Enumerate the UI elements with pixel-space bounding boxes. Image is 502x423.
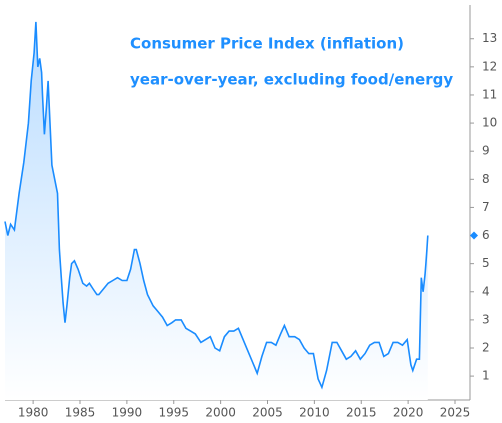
x-tick-label: 1980 xyxy=(18,406,49,420)
y-tick-label: 13 xyxy=(482,31,497,45)
y-tick-label: 5 xyxy=(482,256,490,270)
y-tick-label: 12 xyxy=(482,59,497,73)
y-tick-label: 9 xyxy=(482,144,490,158)
chart-subtitle: year-over-year, excluding food/energy xyxy=(130,71,453,89)
x-tick-label: 2025 xyxy=(440,406,471,420)
x-tick-label: 2020 xyxy=(393,406,424,420)
y-tick-label: 1 xyxy=(482,369,490,383)
x-tick-label: 2005 xyxy=(252,406,283,420)
y-tick-label: 3 xyxy=(482,312,490,326)
y-tick-label: 7 xyxy=(482,200,490,214)
y-tick-label: 2 xyxy=(482,340,490,354)
y-tick-label: 10 xyxy=(482,116,497,130)
last-value-marker xyxy=(470,231,478,240)
area xyxy=(5,21,428,401)
x-tick-label: 1985 xyxy=(65,406,96,420)
y-tick-label: 6 xyxy=(482,228,490,242)
y-tick-label: 11 xyxy=(482,87,497,101)
y-tick-label: 8 xyxy=(482,172,490,186)
x-tick-label: 2000 xyxy=(205,406,236,420)
x-tick-label: 2015 xyxy=(346,406,377,420)
line xyxy=(4,21,429,390)
x-tick-label: 1995 xyxy=(158,406,189,420)
x-tick-label: 1990 xyxy=(112,406,143,420)
x-tick-label: 2010 xyxy=(299,406,330,420)
chart-title: Consumer Price Index (inflation) xyxy=(130,35,404,53)
y-tick-label: 4 xyxy=(482,284,490,298)
